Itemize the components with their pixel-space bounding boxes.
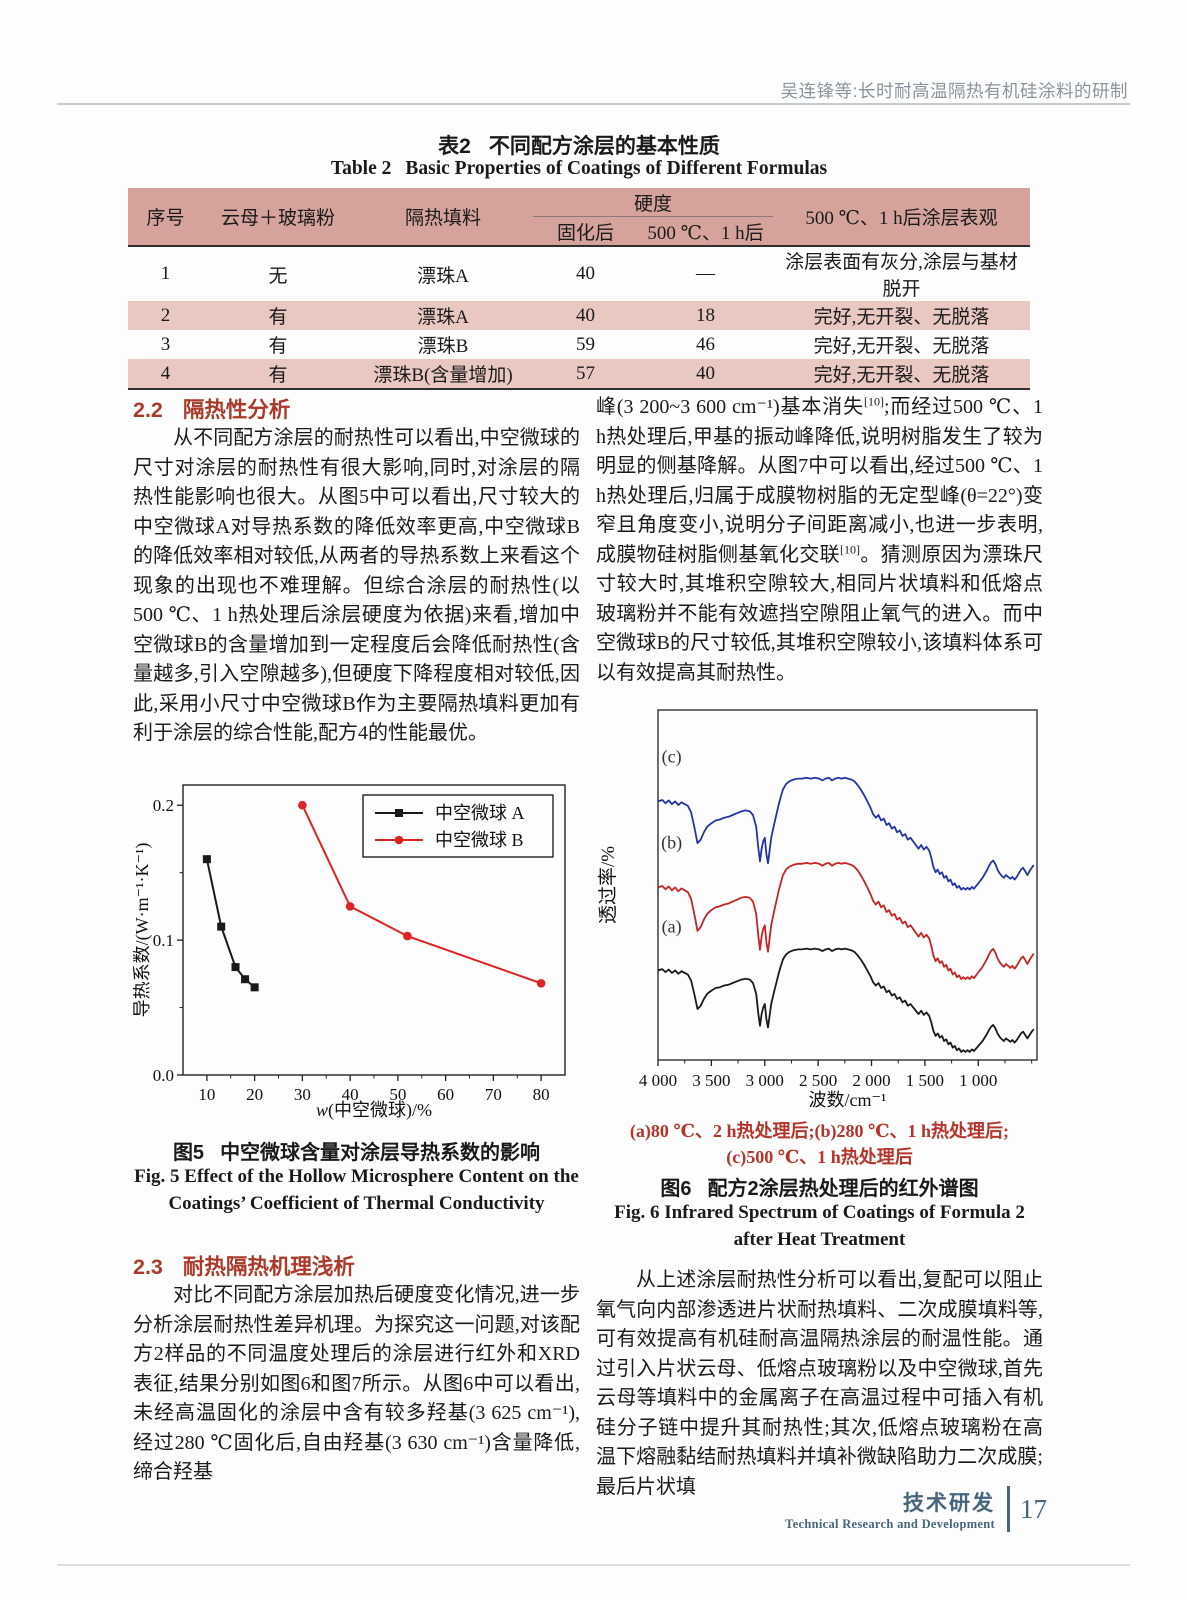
svg-text:0.1: 0.1 <box>153 931 174 950</box>
page-footer: 技术研发 Technical Research and Development … <box>785 1486 1047 1532</box>
paragraph-right-top: 峰(3 200~3 600 cm⁻¹)基本消失[10];而经过500 ℃、1 h… <box>596 394 1043 684</box>
table-row: 4 有漂珠B(含量增加) 57 40 完好,无开裂、无脱落 <box>128 359 1030 389</box>
figure-6-chart: 4 000 3 500 3 000 2 500 2 000 1 500 1 000 透过率/%… <box>596 704 1043 1119</box>
svg-text:10: 10 <box>198 1085 215 1104</box>
svg-text:4 000: 4 000 <box>639 1071 677 1090</box>
svg-text:1 000: 1 000 <box>959 1071 997 1090</box>
svg-text:30: 30 <box>294 1085 311 1104</box>
col-header-appearance: 500 ℃、1 h后涂层表观 <box>773 188 1030 246</box>
figure-5-chart: 10 20 30 40 50 60 70 80 0.0 0.1 0.2 导热系数/(W·m⁻¹·K⁻¹… <box>132 760 578 1133</box>
svg-text:40: 40 <box>342 1085 359 1104</box>
svg-text:(a): (a) <box>662 916 682 937</box>
paragraph-right-bottom: 从上述涂层耐热性分析可以看出,复配可以阻止氧气向内部渗透进片状耐热填料、二次成膜… <box>596 1269 1043 1498</box>
svg-text:50: 50 <box>389 1085 406 1104</box>
svg-text:80: 80 <box>533 1085 550 1104</box>
svg-text:3 500: 3 500 <box>692 1071 730 1090</box>
footer-section-zh: 技术研发 <box>903 1491 995 1515</box>
section-heading-2-2: 2.2 隔热性分析 <box>133 398 291 422</box>
table2-title-en: Table 2 Basic Properties of Coatings of D… <box>330 158 828 179</box>
col-header-mica: 云母＋玻璃粉 <box>203 188 353 246</box>
footer-section-en: Technical Research and Development <box>785 1516 995 1531</box>
page-number: 17 <box>1020 1493 1047 1524</box>
table-basic-properties: 序号 云母＋玻璃粉 隔热填料 硬度 500 ℃、1 h后涂层表观 固化后 500… <box>128 188 1030 390</box>
col-header-filler: 隔热填料 <box>353 188 533 246</box>
figure-5-caption-en: Fig. 5 Effect of the Hollow Microsphere … <box>134 1166 579 1214</box>
table-row: 3 有漂珠B 59 46 完好,无开裂、无脱落 <box>160 333 990 358</box>
svg-text:70: 70 <box>485 1085 502 1104</box>
svg-text:透过率/%: 透过率/% <box>597 846 619 924</box>
svg-text:中空微球 A: 中空微球 A <box>435 803 525 823</box>
svg-text:波数/cm⁻¹: 波数/cm⁻¹ <box>809 1090 887 1110</box>
infrared-spectrum-chart: 4 000 3 500 3 000 2 500 2 000 1 500 1 000 透过率/%… <box>597 709 1038 1110</box>
figure-6-caption-en: Fig. 6 Infrared Spectrum of Coatings of … <box>614 1202 1025 1250</box>
figure-5-caption-zh: 图5 中空微球含量对涂层导热系数的影响 <box>172 1142 541 1164</box>
col-header-hardness: 硬度 <box>533 188 773 217</box>
paragraph-2-2: 从不同配方涂层的耐热性可以看出,中空微球的尺寸对涂层的耐热性有很大影响,同时,对… <box>133 427 580 744</box>
svg-text:20: 20 <box>246 1085 263 1104</box>
svg-text:(b): (b) <box>661 832 682 853</box>
table-row: 1 无漂珠A 40— 涂层表面有灰分,涂层与基材脱开 <box>160 252 1018 300</box>
thermal-conductivity-chart: 10 20 30 40 50 60 70 80 0.0 0.1 0.2 导热系数/(W·m⁻¹·K⁻¹… <box>132 784 566 1121</box>
svg-text:1 500: 1 500 <box>906 1071 944 1090</box>
svg-text:3 000: 3 000 <box>746 1071 784 1090</box>
svg-text:导热系数/(W·m⁻¹·K⁻¹): 导热系数/(W·m⁻¹·K⁻¹) <box>133 843 153 1018</box>
bottom-rule <box>57 1564 1130 1566</box>
paragraph-2-3: 对比不同配方涂层加热后硬度变化情况,进一步分析涂层耐热性差异机理。为探究这一问题… <box>133 1284 580 1483</box>
header-rule <box>57 103 1130 105</box>
svg-text:2 500: 2 500 <box>799 1071 837 1090</box>
running-head: 吴连锋等:长时耐高温隔热有机硅涂料的研制 <box>780 81 1128 101</box>
col-header-no: 序号 <box>128 188 203 246</box>
svg-text:(c): (c) <box>662 747 682 768</box>
section-heading-2-3: 2.3 耐热隔热机理浅析 <box>133 1255 355 1279</box>
svg-text:0.0: 0.0 <box>153 1066 174 1085</box>
table2-title-zh: 表2 不同配方涂层的基本性质 <box>438 135 720 158</box>
svg-text:2 000: 2 000 <box>852 1071 890 1090</box>
footer-divider <box>1007 1486 1010 1532</box>
svg-text:60: 60 <box>437 1085 454 1104</box>
svg-text:中空微球 B: 中空微球 B <box>435 830 524 850</box>
col-header-cured: 固化后 <box>533 216 638 246</box>
svg-text:w(中空微球)/%: w(中空微球)/% <box>316 1100 432 1121</box>
svg-text:0.2: 0.2 <box>153 796 174 815</box>
figure-6-note: (a)80 ℃、2 h热处理后;(b)280 ℃、1 h热处理后; (c)500… <box>629 1121 1010 1167</box>
table-row: 2 有漂珠A 40 18 完好,无开裂、无脱落 <box>128 301 1030 330</box>
figure-6-caption-zh: 图6 配方2涂层热处理后的红外谱图 <box>660 1178 979 1200</box>
col-header-after500: 500 ℃、1 h后 <box>638 216 773 246</box>
